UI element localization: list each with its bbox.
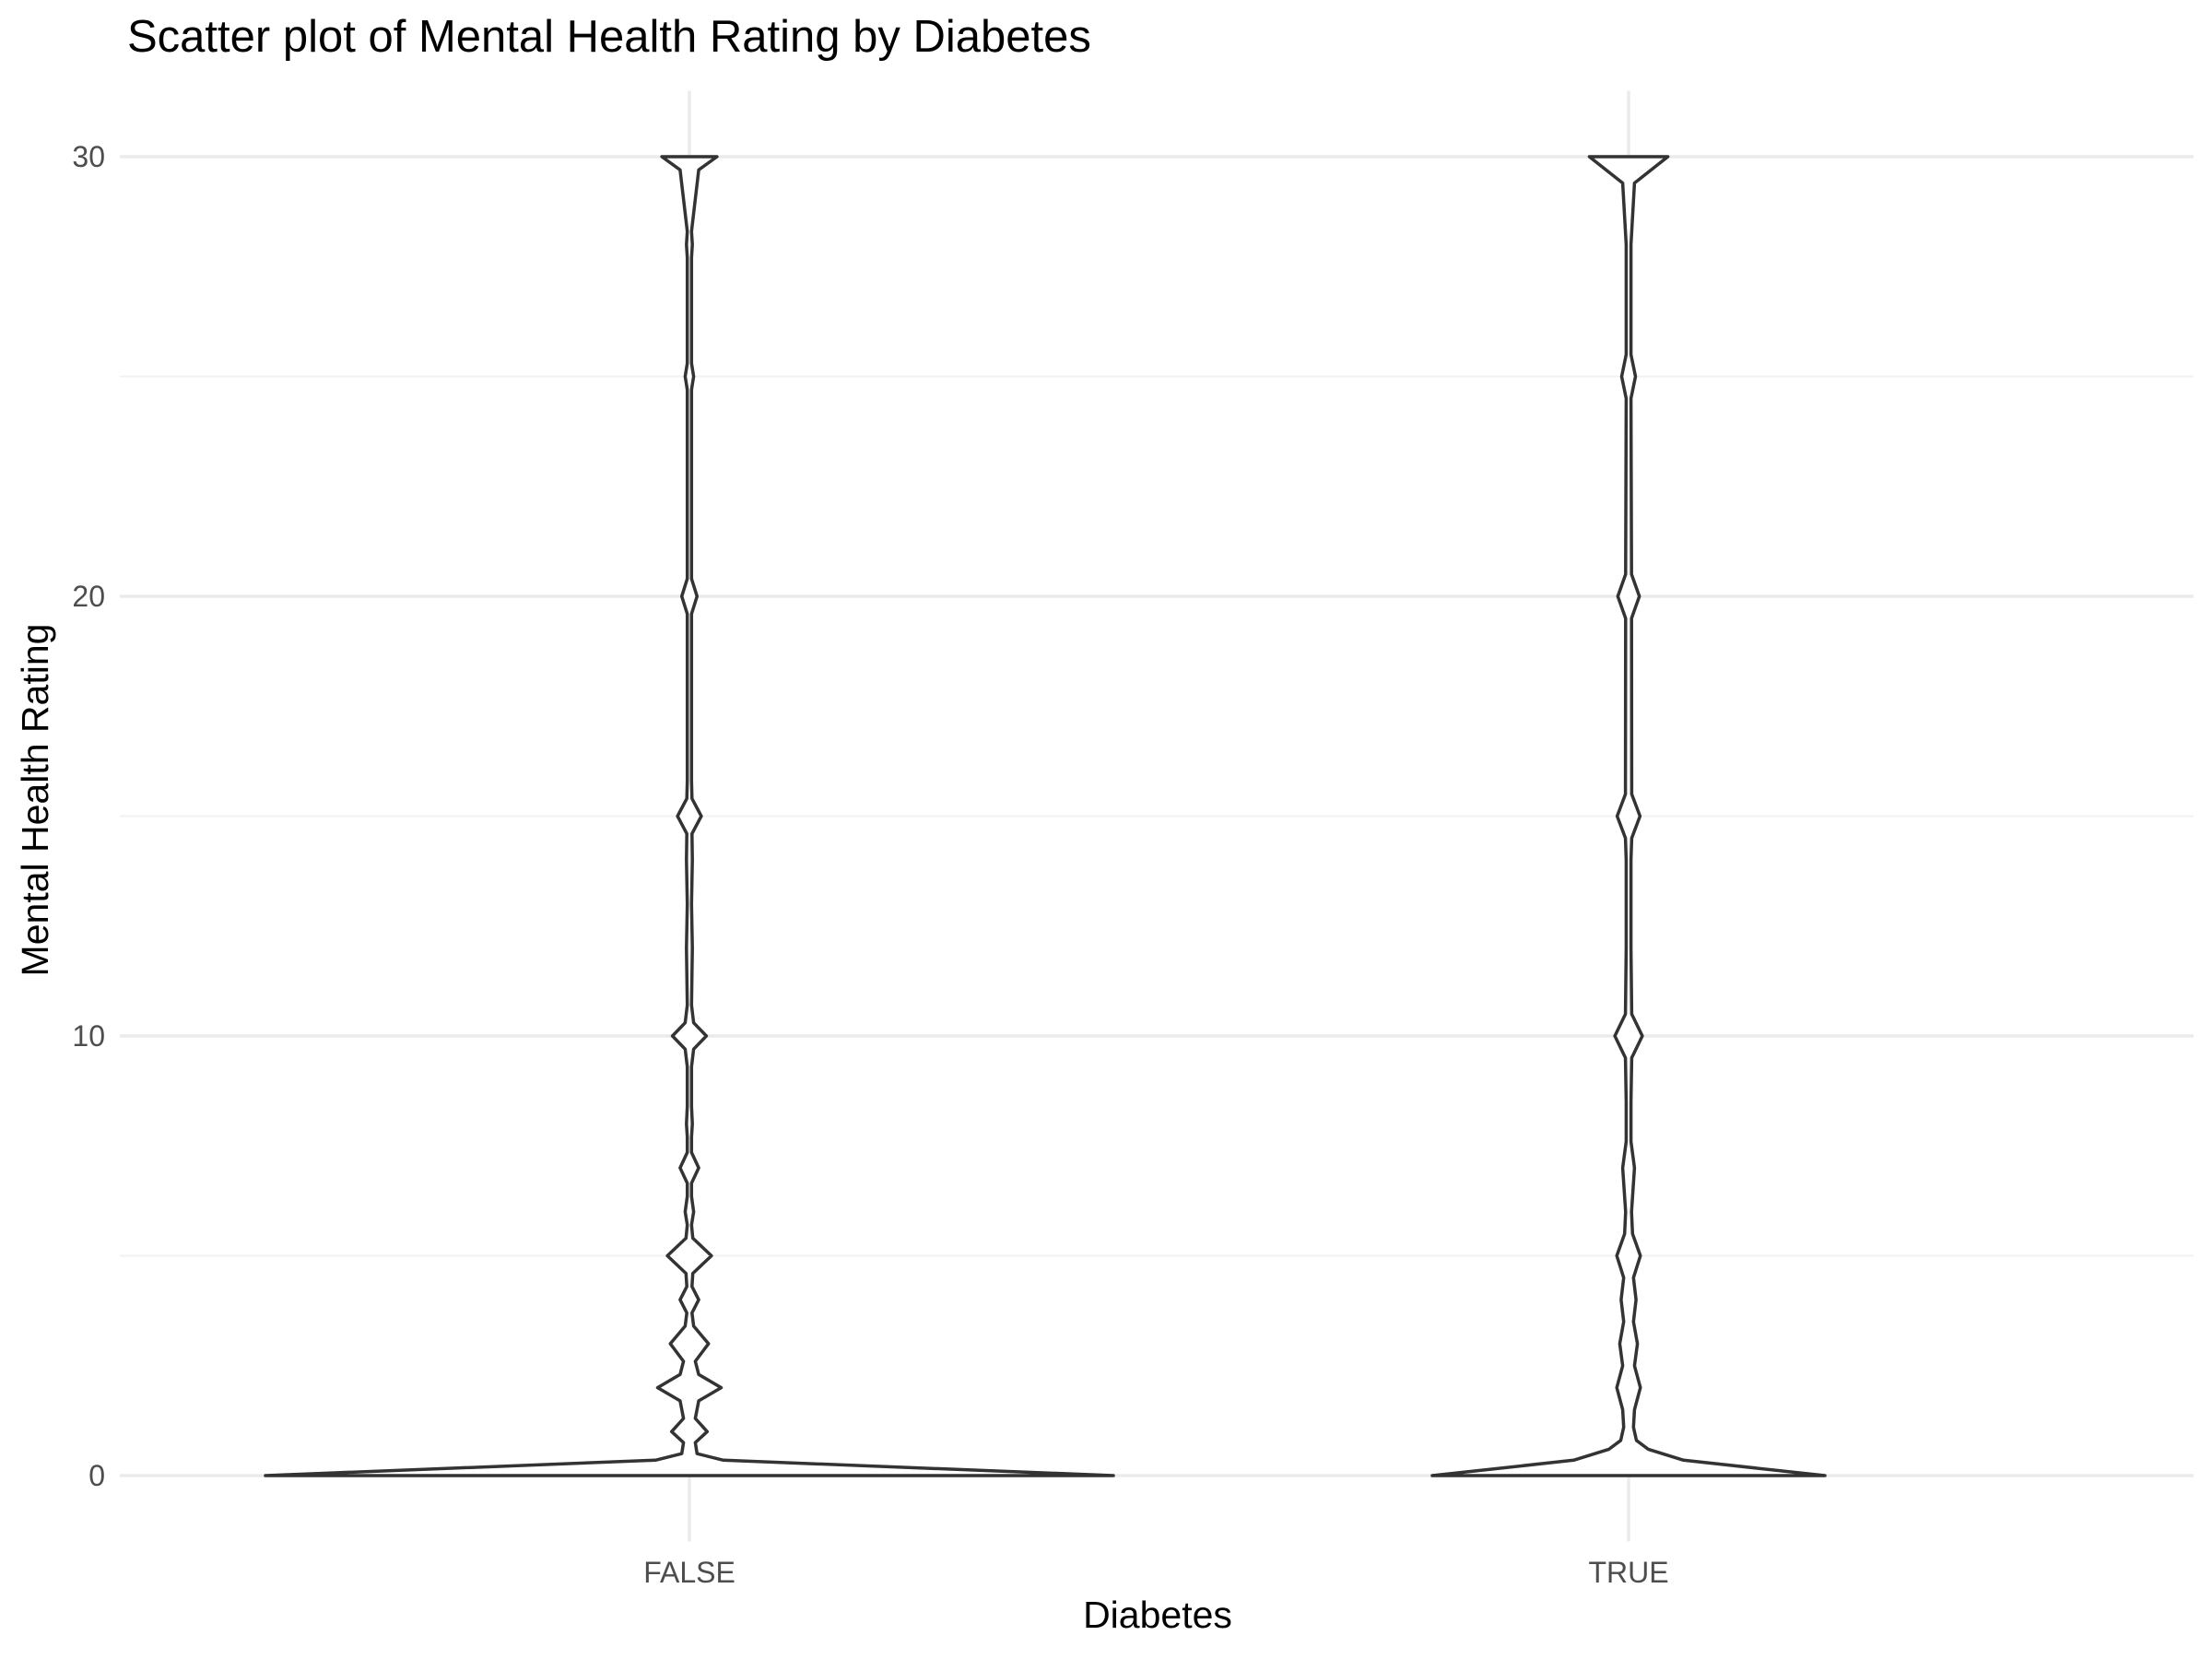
y-axis-title: Mental Health Rating	[14, 624, 56, 977]
x-tick-label: TRUE	[1588, 1556, 1668, 1589]
x-axis-title: Diabetes	[1083, 1594, 1232, 1636]
x-tick-label: FALSE	[643, 1556, 735, 1589]
y-tick-label: 0	[88, 1459, 105, 1492]
x-axis-tick-labels: FALSE TRUE	[643, 1556, 1668, 1589]
violin-true	[1430, 155, 1827, 1477]
y-tick-label: 10	[72, 1019, 105, 1053]
violin-false	[264, 155, 1115, 1477]
chart-title: Scatter plot of Mental Health Rating by …	[127, 12, 1091, 62]
grid-lines	[120, 90, 2194, 1542]
violins	[264, 155, 1827, 1477]
y-tick-label: 30	[72, 140, 105, 173]
y-tick-label: 20	[72, 580, 105, 613]
y-axis-tick-labels: 0 10 20 30	[72, 140, 105, 1492]
